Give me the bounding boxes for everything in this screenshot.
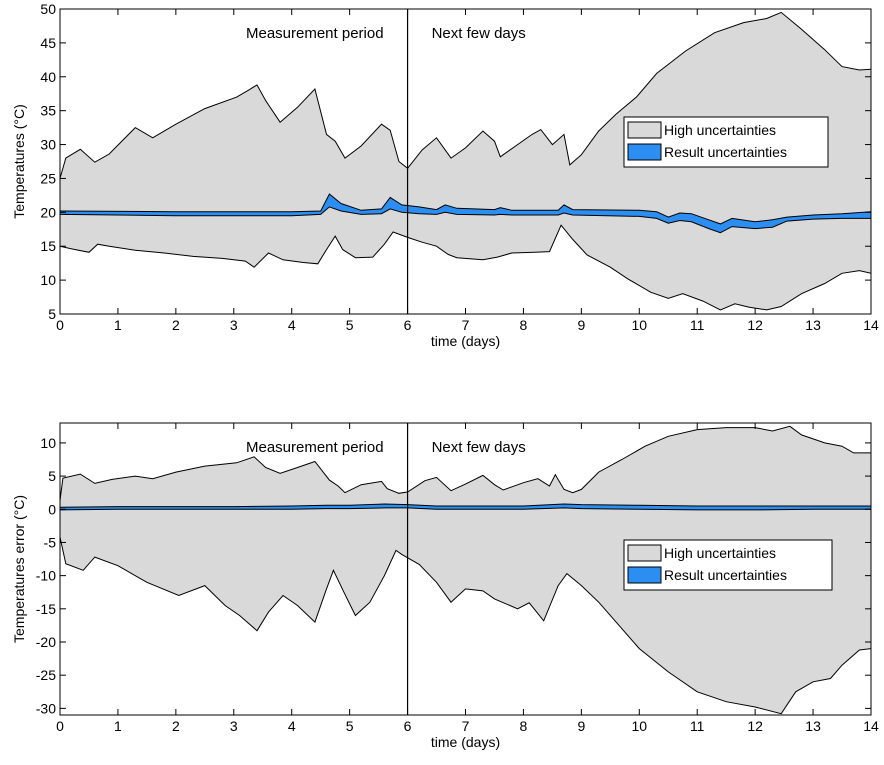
x-tick-label: 6	[404, 718, 412, 734]
x-tick-label: 4	[288, 718, 296, 734]
x-tick-label: 2	[172, 317, 180, 333]
legend-swatch-high	[627, 121, 662, 139]
x-tick-label: 7	[462, 317, 470, 333]
x-tick-label: 1	[114, 718, 122, 734]
result-lower-bound-line	[60, 206, 871, 234]
x-tick-label: 10	[631, 718, 647, 734]
x-tick-label: 0	[56, 317, 64, 333]
x-tick-label: 11	[690, 718, 705, 734]
legend-swatch-result	[627, 143, 662, 161]
legend: High uncertainties Result uncertainties	[623, 539, 833, 591]
x-tick-label: 12	[747, 718, 763, 734]
x-tick-label: 0	[56, 718, 64, 734]
x-tick-label: 8	[520, 718, 528, 734]
y-tick-label: 40	[40, 69, 56, 85]
x-tick-label: 10	[631, 317, 647, 333]
bottom-chart: 0 1 2 3 4 5 6 7 8 9 10 11 12 13 14-30-25-20-15-10-5051…	[11, 422, 879, 750]
x-tick-label: 13	[805, 718, 821, 734]
y-tick-label: 50	[40, 1, 56, 17]
x-tick-label: 14	[863, 317, 879, 333]
y-tick-label: 20	[40, 204, 56, 220]
y-tick-label: 45	[40, 35, 56, 51]
x-tick-label: 8	[520, 317, 528, 333]
x-tick-label: 13	[805, 317, 821, 333]
high-uncertainty-band	[60, 12, 871, 310]
x-tick-label: 2	[172, 718, 180, 734]
next-few-days-annotation: Next few days	[432, 439, 526, 456]
x-tick-label: 12	[747, 317, 763, 333]
legend-label-high: High uncertainties	[664, 122, 776, 138]
next-few-days-annotation: Next few days	[432, 25, 526, 42]
x-tick-label: 5	[346, 317, 354, 333]
high-uncertainty-band	[60, 426, 871, 714]
y-axis-label: Temperatures (°C)	[11, 104, 27, 219]
legend-label-high: High uncertainties	[664, 545, 776, 561]
high-lower-bound-line	[60, 536, 871, 715]
x-tick-label: 4	[288, 317, 296, 333]
x-tick-label: 11	[690, 317, 705, 333]
result-lower-bound-line	[60, 507, 871, 511]
x-tick-label: 9	[577, 718, 585, 734]
x-axis-label: time (days)	[431, 333, 500, 349]
legend-label-result: Result uncertainties	[664, 144, 787, 160]
y-tick-label: 35	[40, 103, 56, 119]
y-tick-label: -20	[36, 634, 56, 650]
y-tick-label: 30	[40, 137, 56, 153]
legend-swatch-result	[627, 566, 662, 584]
y-tick-label: -25	[36, 667, 56, 683]
high-upper-bound-line	[60, 425, 871, 501]
y-tick-label: -5	[44, 534, 57, 550]
y-tick-label: 5	[48, 306, 56, 322]
y-tick-label: 15	[40, 238, 56, 254]
high-lower-bound-line	[60, 224, 871, 311]
legend-swatch-high	[627, 544, 662, 562]
x-tick-label: 3	[230, 718, 238, 734]
result-uncertainty-band	[60, 504, 871, 510]
y-tick-label: 10	[40, 435, 56, 451]
high-upper-bound-line	[60, 11, 871, 179]
y-tick-label: 10	[40, 272, 56, 288]
y-tick-label: -10	[36, 568, 56, 584]
x-tick-label: 6	[404, 317, 412, 333]
y-tick-label: 25	[40, 170, 56, 186]
y-tick-label: -30	[36, 700, 56, 716]
legend: High uncertainties Result uncertainties	[623, 116, 829, 168]
top-chart: 0 1 2 3 4 5 6 7 8 9 10 11 12 13 145101520253035404550 …	[11, 1, 879, 349]
measurement-period-annotation: Measurement period	[246, 439, 384, 456]
x-tick-label: 14	[863, 718, 879, 734]
x-tick-label: 3	[230, 317, 238, 333]
y-axis-label: Temperatures error (°C)	[11, 495, 27, 643]
x-axis-label: time (days)	[431, 734, 500, 750]
x-tick-label: 9	[577, 317, 585, 333]
x-tick-label: 5	[346, 718, 354, 734]
measurement-period-annotation: Measurement period	[246, 25, 384, 42]
result-upper-bound-line	[60, 193, 871, 225]
legend-label-result: Result uncertainties	[664, 567, 787, 583]
y-tick-label: 5	[48, 468, 56, 484]
y-tick-label: -15	[36, 601, 56, 617]
result-upper-bound-line	[60, 503, 871, 508]
x-tick-label: 7	[462, 718, 470, 734]
y-tick-label: 0	[48, 501, 56, 517]
x-tick-label: 1	[114, 317, 122, 333]
